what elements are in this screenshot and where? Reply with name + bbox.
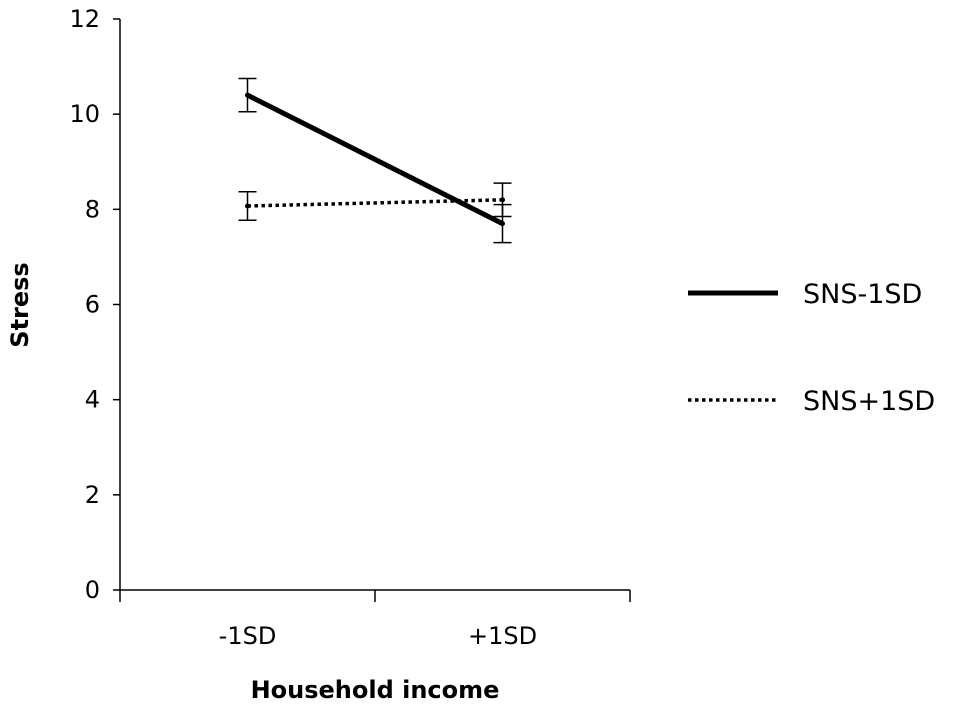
legend-label: SNS-1SD: [803, 279, 922, 310]
legend-item: SNS-1SD: [688, 279, 922, 310]
y-tick-label: 12: [69, 5, 100, 33]
series-line: [247, 198, 503, 208]
legend: SNS-1SD SNS+1SD: [688, 279, 935, 417]
data-point: [500, 221, 505, 227]
axes: [119, 19, 630, 591]
x-tick-label: -1SD: [219, 622, 277, 650]
y-tick-label: 10: [69, 100, 100, 128]
legend-item: SNS+1SD: [688, 386, 935, 417]
data-point: [245, 92, 250, 98]
series-dotted: [238, 182, 512, 222]
data-point: [245, 203, 250, 209]
y-tick-label: 4: [85, 386, 100, 414]
series-layer: [238, 77, 512, 244]
x-ticks: -1SD +1SD: [119, 590, 631, 650]
y-tick-label: 0: [85, 576, 100, 604]
y-tick-label: 2: [85, 481, 100, 509]
y-tick-label: 8: [85, 195, 100, 223]
y-tick-label: 6: [85, 291, 100, 319]
series-solid: [238, 77, 512, 244]
x-axis-title: Household income: [251, 676, 500, 704]
data-point: [500, 197, 505, 203]
error-bar: [238, 77, 257, 113]
legend-label: SNS+1SD: [803, 386, 935, 417]
y-ticks: 0 2 4 6 8 10 12: [69, 5, 120, 604]
error-bar: [238, 190, 257, 222]
x-tick-label: +1SD: [468, 622, 537, 650]
y-axis-title: Stress: [6, 262, 34, 347]
error-bar: [493, 182, 512, 218]
